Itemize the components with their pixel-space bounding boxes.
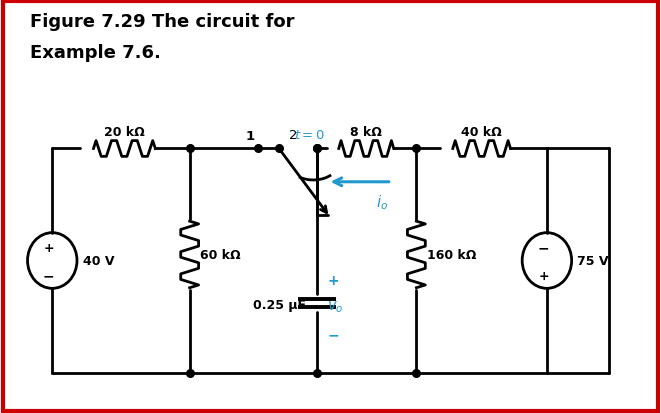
- Text: Figure 7.29 The circuit for: Figure 7.29 The circuit for: [30, 13, 295, 31]
- Text: $t=0$: $t=0$: [294, 129, 325, 142]
- Text: 2: 2: [289, 129, 297, 142]
- Text: 0.25 μF: 0.25 μF: [253, 298, 307, 311]
- Text: 75 V: 75 V: [577, 254, 609, 267]
- Text: 1: 1: [246, 130, 255, 143]
- Text: 20 kΩ: 20 kΩ: [104, 125, 145, 138]
- Text: −: −: [43, 268, 55, 282]
- Text: +: +: [538, 269, 549, 282]
- Text: Example 7.6.: Example 7.6.: [30, 43, 161, 62]
- Text: 40 V: 40 V: [83, 254, 114, 267]
- Text: −: −: [537, 241, 549, 254]
- Text: 40 kΩ: 40 kΩ: [461, 125, 502, 138]
- Text: 60 kΩ: 60 kΩ: [200, 248, 241, 261]
- Text: 160 kΩ: 160 kΩ: [427, 248, 476, 261]
- Text: $i_o$: $i_o$: [376, 193, 388, 212]
- Text: −: −: [327, 328, 338, 342]
- Text: +: +: [327, 273, 338, 287]
- Text: $v_o$: $v_o$: [327, 298, 344, 314]
- Text: 8 kΩ: 8 kΩ: [350, 125, 382, 138]
- Text: +: +: [44, 241, 54, 254]
